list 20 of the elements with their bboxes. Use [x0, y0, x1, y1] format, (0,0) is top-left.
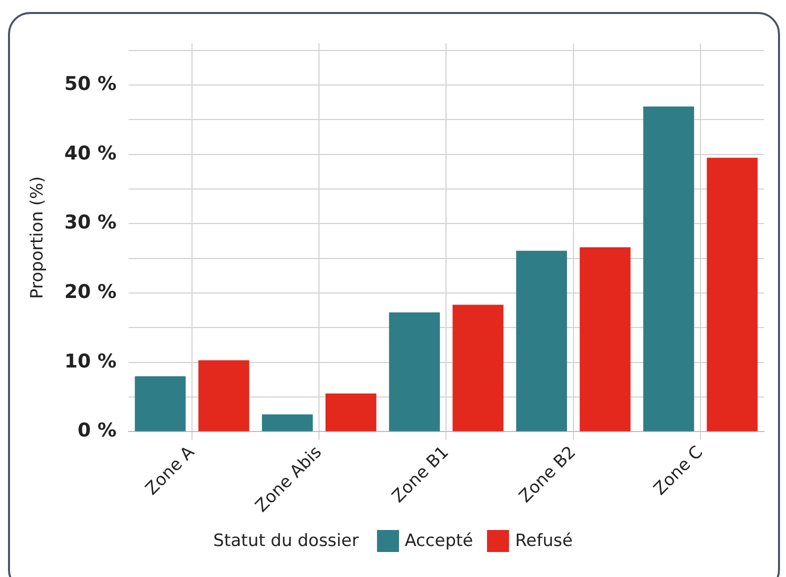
bar: [326, 394, 376, 432]
legend-label: Refusé: [515, 531, 573, 551]
legend-label: Accepté: [404, 531, 474, 551]
y-axis-title: Proportion (%): [28, 176, 48, 299]
y-tick-label: 50 %: [64, 72, 116, 95]
bar: [706, 158, 758, 432]
legend-title: Statut du dossier: [213, 531, 359, 551]
bar: [516, 250, 567, 432]
bar: [452, 304, 504, 432]
bar: [580, 247, 631, 432]
y-tick-label: 40 %: [64, 142, 116, 164]
bar: [134, 376, 186, 432]
y-tick-label: 10 %: [64, 350, 116, 372]
bar: [198, 360, 250, 432]
y-tick-label: 0 %: [78, 420, 116, 442]
bar: [389, 312, 440, 432]
y-tick-label: 20 %: [64, 280, 116, 303]
bar: [643, 106, 694, 432]
bar: [262, 414, 313, 432]
y-tick-label: 30 %: [64, 212, 116, 234]
